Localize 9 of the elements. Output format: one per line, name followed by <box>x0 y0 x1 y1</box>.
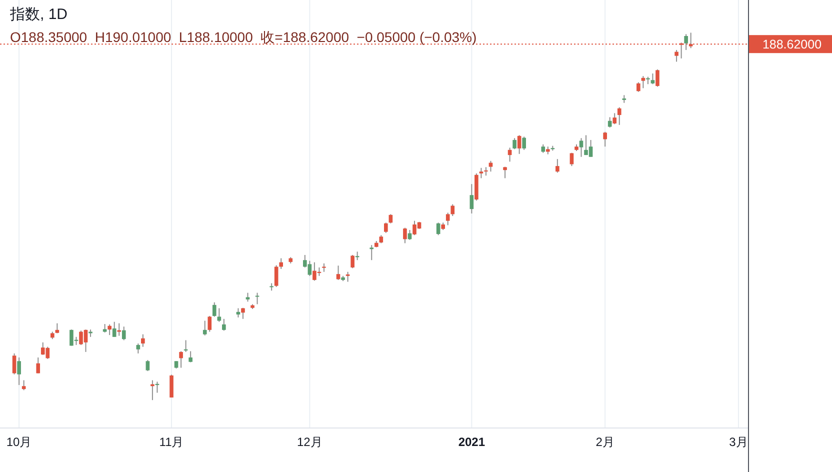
x-tick-label: 12月 <box>297 435 322 449</box>
x-tick-label: 10月 <box>6 435 32 449</box>
text: 188.62000 <box>762 38 822 52</box>
x-tick-label: 2021 <box>458 435 486 449</box>
chart-title: 指数, 1D <box>9 6 68 23</box>
x-tick-label: 11月 <box>159 435 184 449</box>
annotation: O188.35000 H190.01000 L188.10000 收=188.62000 −0.05000 (−0.03%) <box>10 29 477 45</box>
x-tick-label: 2月 <box>596 435 614 449</box>
x-tick-label: 3月 <box>729 435 748 449</box>
